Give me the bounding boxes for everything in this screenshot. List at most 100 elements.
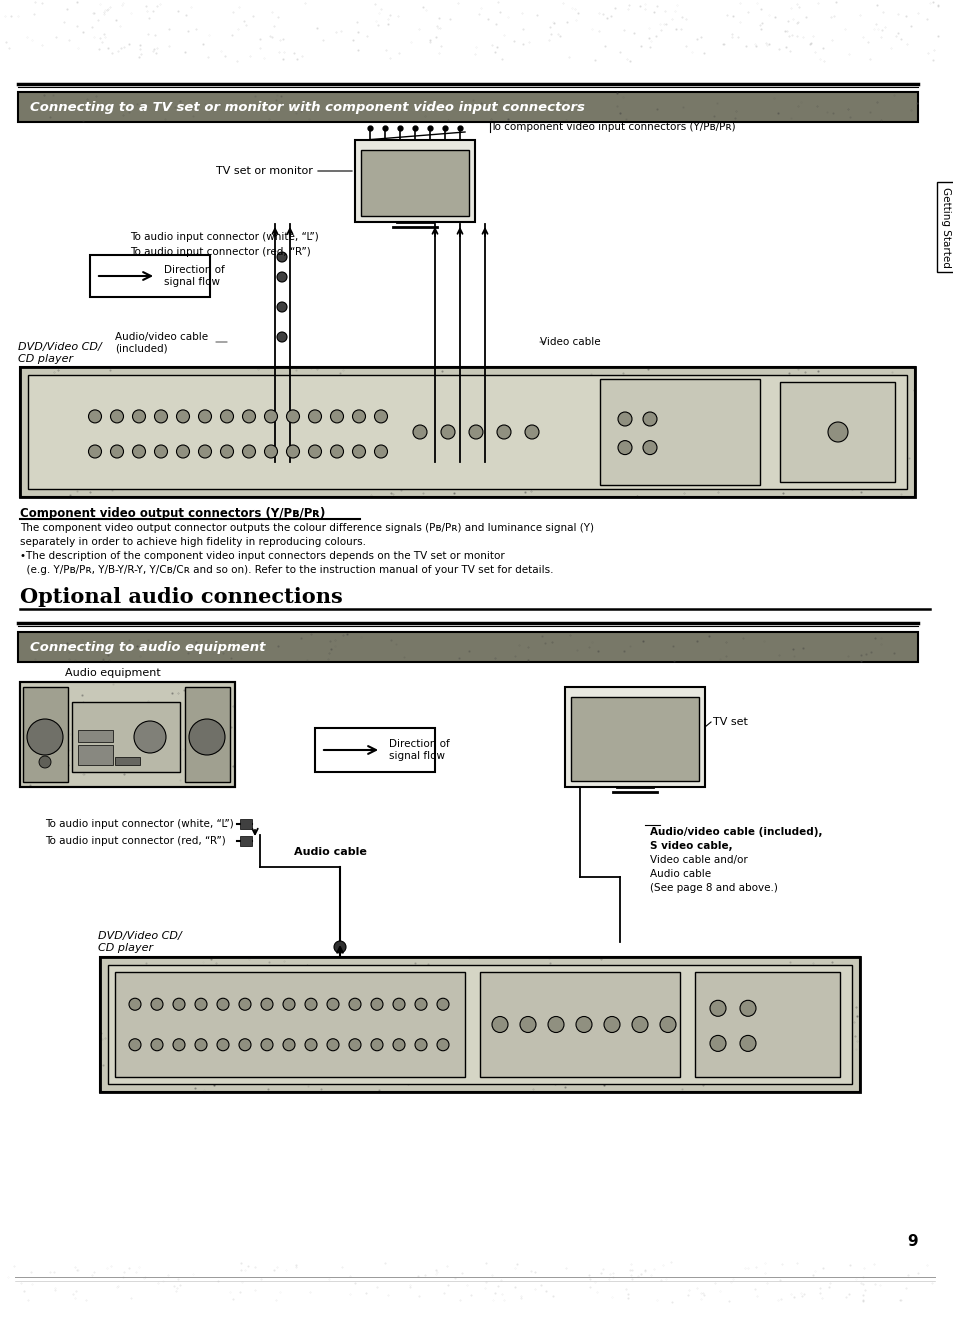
- Bar: [314, 728, 435, 772]
- Circle shape: [89, 445, 101, 458]
- Circle shape: [330, 410, 343, 423]
- Text: Direction of
signal flow: Direction of signal flow: [164, 265, 225, 287]
- Circle shape: [352, 445, 365, 458]
- Text: Direction of
signal flow: Direction of signal flow: [389, 739, 450, 761]
- Text: Component video output connectors (Y/Pʙ/Pʀ): Component video output connectors (Y/Pʙ/…: [20, 507, 325, 520]
- Circle shape: [327, 1039, 338, 1051]
- Bar: [599, 379, 760, 485]
- Bar: [20, 682, 234, 788]
- Text: DVD/Video CD/
CD player: DVD/Video CD/ CD player: [98, 931, 182, 954]
- Circle shape: [469, 425, 482, 439]
- Text: DVD/Video CD/
CD player: DVD/Video CD/ CD player: [18, 342, 102, 363]
- Circle shape: [111, 445, 123, 458]
- Circle shape: [220, 445, 233, 458]
- Bar: [564, 687, 704, 788]
- Circle shape: [154, 410, 168, 423]
- Text: (e.g. Y/Pʙ/Pʀ, Y/B-Y/R-Y, Y/Cʙ/Cʀ and so on). Refer to the instruction manual of: (e.g. Y/Pʙ/Pʀ, Y/B-Y/R-Y, Y/Cʙ/Cʀ and so…: [20, 565, 553, 576]
- Circle shape: [631, 1017, 647, 1033]
- Circle shape: [352, 410, 365, 423]
- Bar: [18, 92, 917, 122]
- Circle shape: [283, 1039, 294, 1051]
- Text: Audio cable: Audio cable: [649, 869, 710, 878]
- Circle shape: [133, 720, 166, 753]
- Bar: [23, 687, 68, 782]
- Circle shape: [371, 1039, 382, 1051]
- Text: Audio equipment: Audio equipment: [65, 668, 160, 678]
- Circle shape: [27, 719, 63, 755]
- Circle shape: [436, 1039, 449, 1051]
- Circle shape: [283, 998, 294, 1010]
- Text: separately in order to achieve high fidelity in reproducing colours.: separately in order to achieve high fide…: [20, 537, 366, 547]
- Circle shape: [216, 1039, 229, 1051]
- Circle shape: [242, 410, 255, 423]
- Circle shape: [709, 1001, 725, 1017]
- Circle shape: [440, 425, 455, 439]
- Bar: [78, 745, 112, 765]
- Circle shape: [276, 332, 287, 342]
- Circle shape: [492, 1017, 507, 1033]
- Bar: [479, 972, 679, 1077]
- Circle shape: [129, 1039, 141, 1051]
- Circle shape: [176, 445, 190, 458]
- Bar: [20, 682, 234, 788]
- Circle shape: [547, 1017, 563, 1033]
- Circle shape: [415, 998, 427, 1010]
- Text: TV set: TV set: [712, 716, 747, 727]
- Circle shape: [576, 1017, 592, 1033]
- Circle shape: [618, 412, 631, 425]
- Circle shape: [709, 1035, 725, 1051]
- Bar: [20, 367, 914, 497]
- Circle shape: [132, 410, 146, 423]
- Circle shape: [276, 302, 287, 312]
- Bar: [240, 819, 252, 828]
- Circle shape: [172, 998, 185, 1010]
- Circle shape: [216, 998, 229, 1010]
- Text: Video cable: Video cable: [539, 337, 600, 346]
- Circle shape: [261, 1039, 273, 1051]
- Circle shape: [151, 1039, 163, 1051]
- Circle shape: [330, 445, 343, 458]
- Text: Connecting to audio equipment: Connecting to audio equipment: [30, 640, 265, 653]
- Circle shape: [242, 445, 255, 458]
- Text: Audio/video cable (included),: Audio/video cable (included),: [649, 827, 821, 838]
- Circle shape: [349, 998, 360, 1010]
- Bar: [780, 382, 894, 482]
- Bar: [571, 697, 699, 781]
- Circle shape: [349, 1039, 360, 1051]
- Circle shape: [276, 273, 287, 282]
- Circle shape: [436, 998, 449, 1010]
- Circle shape: [740, 1035, 755, 1051]
- Circle shape: [497, 425, 511, 439]
- Circle shape: [524, 425, 538, 439]
- Circle shape: [198, 445, 212, 458]
- Circle shape: [415, 1039, 427, 1051]
- Circle shape: [286, 445, 299, 458]
- Text: To component video input connectors (Y/Pʙ/Pʀ): To component video input connectors (Y/P…: [490, 122, 735, 132]
- Bar: [115, 757, 140, 765]
- Circle shape: [642, 441, 657, 454]
- Circle shape: [276, 252, 287, 262]
- Bar: [100, 957, 859, 1092]
- Circle shape: [642, 412, 657, 425]
- Circle shape: [305, 1039, 316, 1051]
- Text: Audio cable: Audio cable: [294, 847, 366, 857]
- Circle shape: [327, 998, 338, 1010]
- Circle shape: [393, 1039, 405, 1051]
- Circle shape: [264, 410, 277, 423]
- Bar: [115, 972, 464, 1077]
- Text: Video cable and/or: Video cable and/or: [649, 855, 747, 865]
- Circle shape: [371, 998, 382, 1010]
- Text: Getting Started: Getting Started: [940, 187, 950, 267]
- Bar: [240, 836, 252, 846]
- Circle shape: [194, 998, 207, 1010]
- Text: Audio/video cable
(included): Audio/video cable (included): [115, 332, 208, 353]
- Circle shape: [261, 998, 273, 1010]
- Circle shape: [308, 410, 321, 423]
- Text: TV set or monitor: TV set or monitor: [216, 166, 313, 176]
- Circle shape: [618, 441, 631, 454]
- Circle shape: [603, 1017, 619, 1033]
- Text: Optional audio connections: Optional audio connections: [20, 587, 342, 607]
- Circle shape: [172, 1039, 185, 1051]
- Bar: [695, 972, 840, 1077]
- Circle shape: [151, 998, 163, 1010]
